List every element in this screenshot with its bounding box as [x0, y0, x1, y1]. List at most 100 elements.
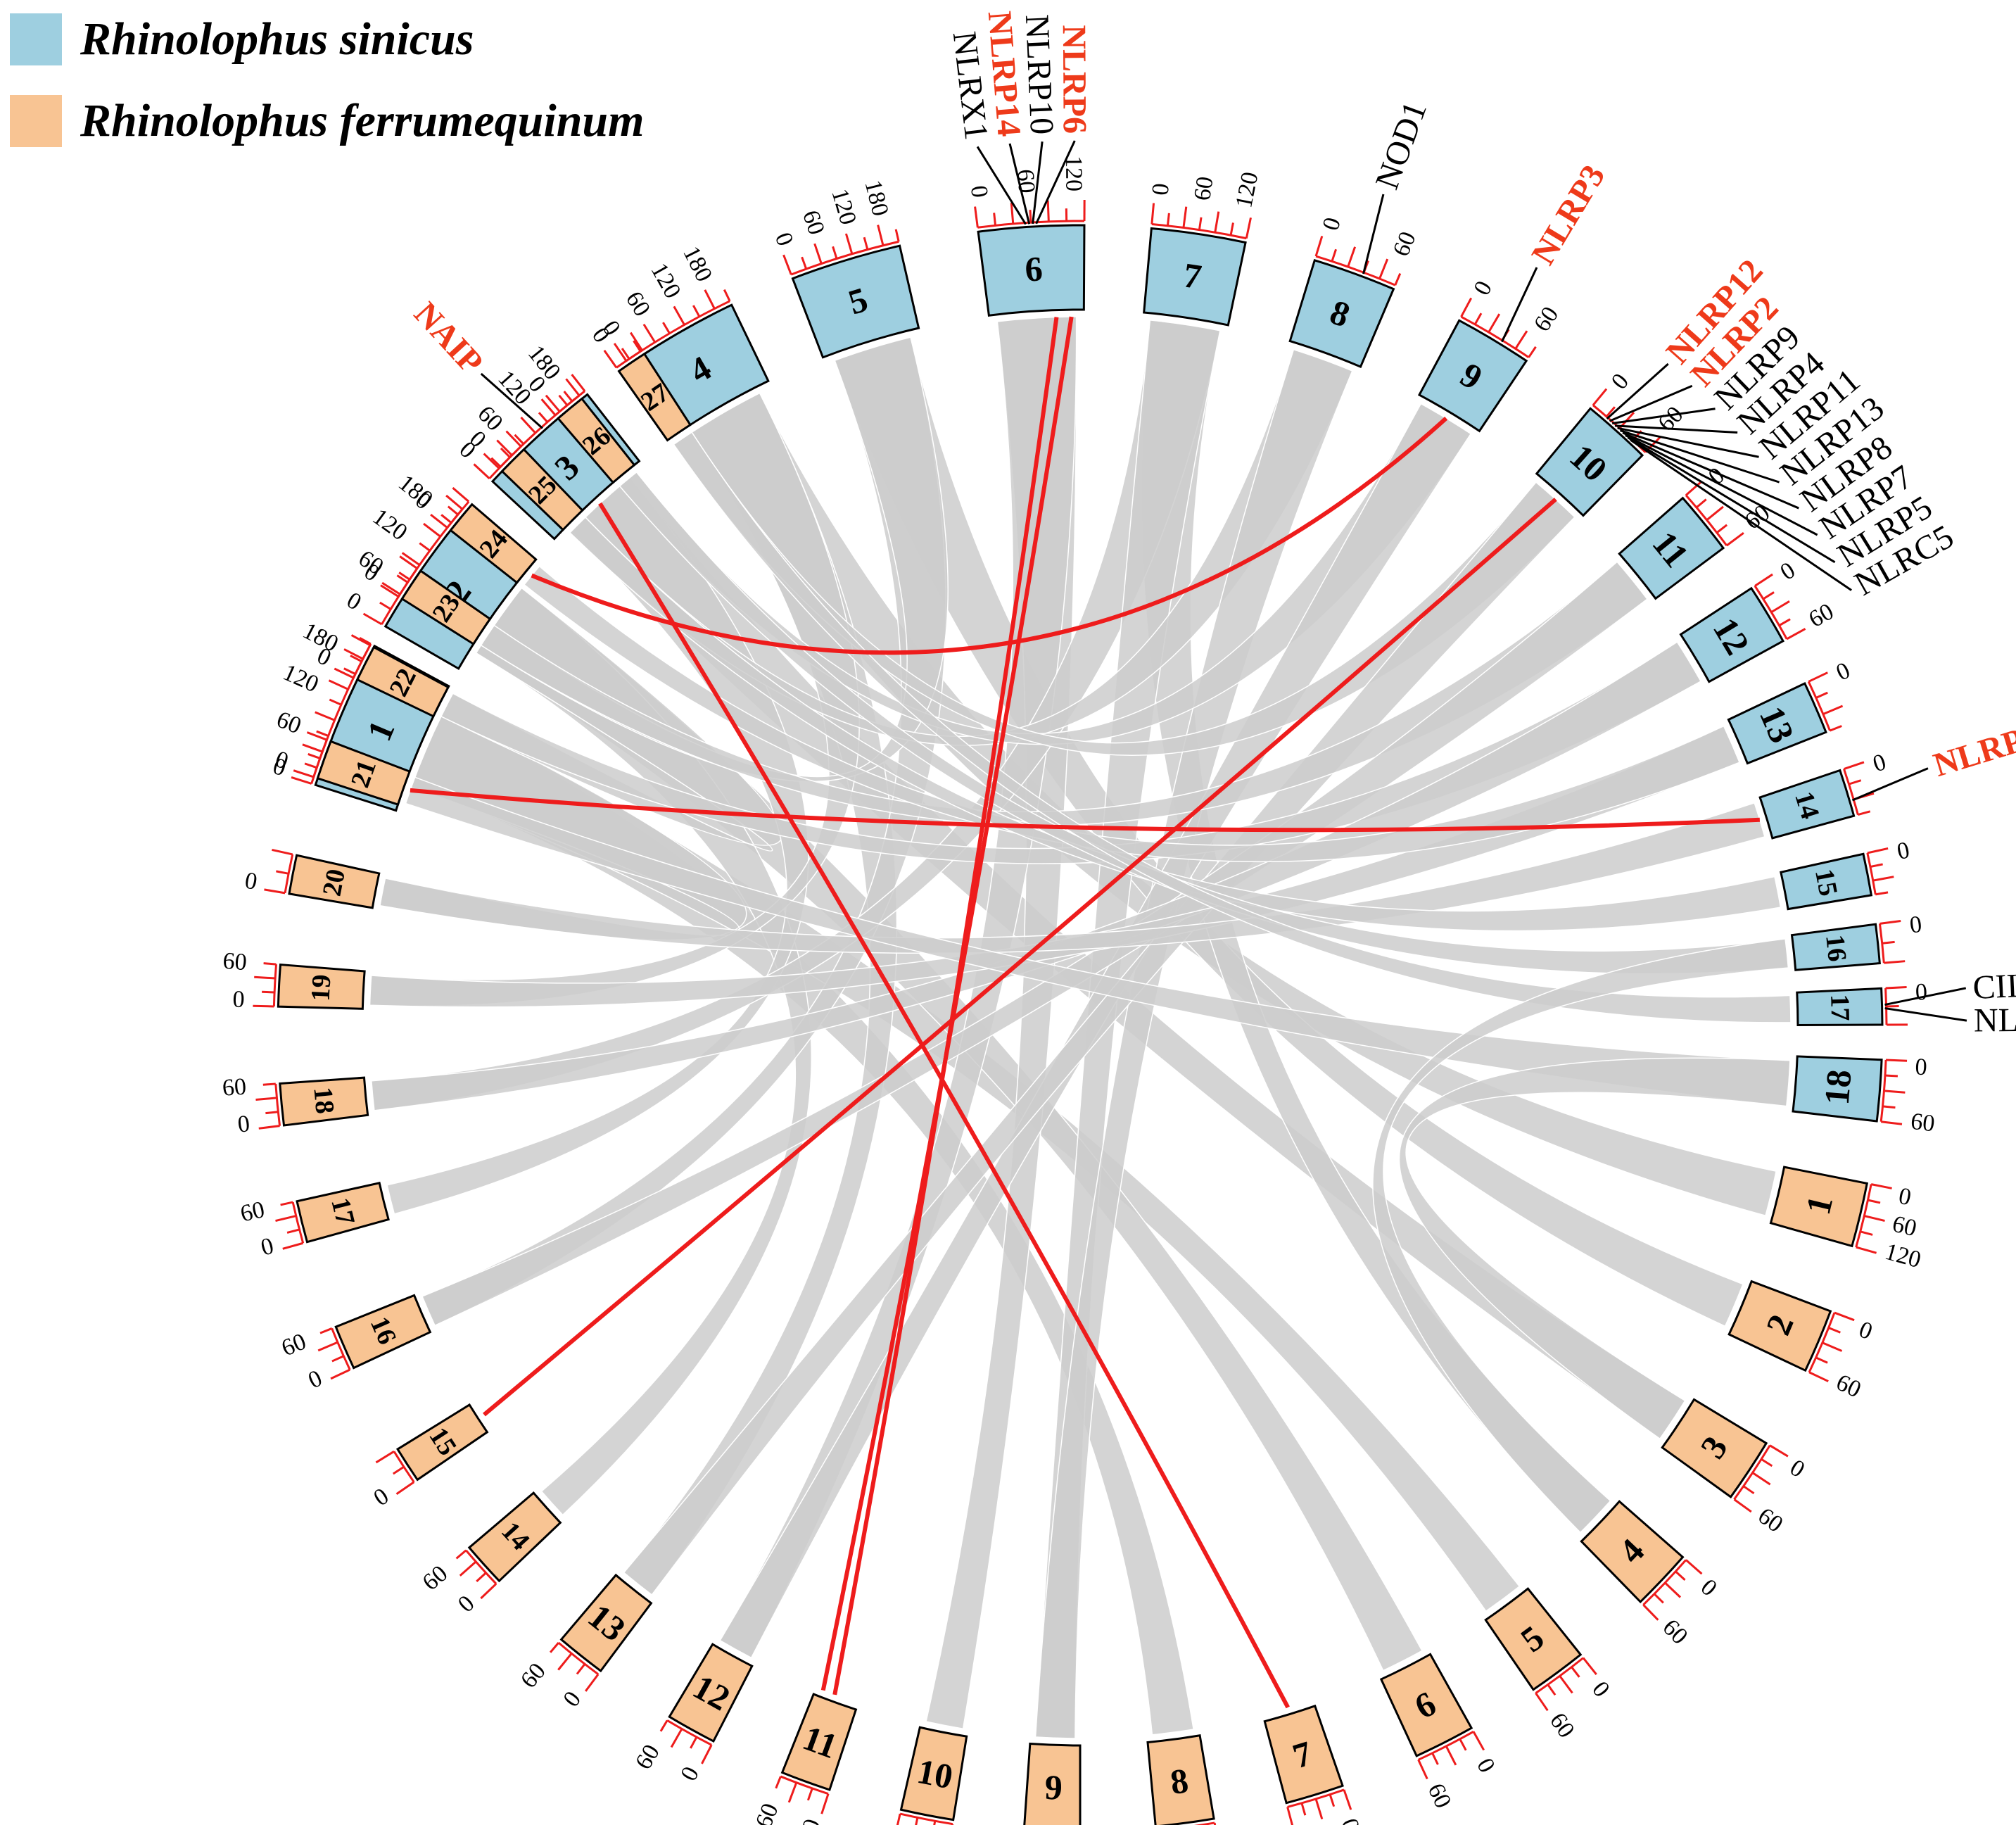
tick-mark — [1857, 810, 1871, 816]
tick-mark — [1685, 1559, 1703, 1575]
tick-label: 0 — [770, 229, 799, 250]
chromosome-block-ferrumequinum-4 — [1580, 1500, 1685, 1604]
tick-mark — [1245, 217, 1252, 239]
chromosome-block-sinicus-15 — [1780, 852, 1873, 911]
chromosome-block-ferrumequinum-10 — [899, 1726, 968, 1821]
chromosome-block-sinicus-5 — [791, 244, 920, 359]
chromosome-ferrumequinum-26: 260 — [523, 372, 636, 484]
gene-label-NLRP3: NLRP3 — [1524, 158, 1612, 271]
tick-mark — [315, 711, 336, 721]
tick-mark — [395, 1481, 415, 1495]
tick-mark — [1010, 202, 1015, 225]
tick-mark — [545, 394, 561, 412]
tick-mark — [1884, 1090, 1906, 1094]
tick-mark — [254, 975, 276, 980]
tick-mark — [331, 1355, 344, 1363]
tick-mark — [328, 679, 349, 690]
tick-label: 60 — [417, 1560, 452, 1596]
chromosome-block-ferrumequinum-26 — [557, 397, 636, 484]
chromosome-block-ferrumequinum-13 — [559, 1573, 653, 1673]
tick-mark — [1863, 1215, 1885, 1222]
gene-label-NOD1: NOD1 — [1368, 96, 1434, 194]
tick-mark — [490, 457, 502, 468]
tick-ruler-ferrumequinum-18 — [274, 1083, 281, 1126]
tick-label: 180 — [859, 177, 893, 218]
tick-label: 0 — [243, 868, 259, 895]
tick-mark — [1885, 986, 1907, 990]
highlight-link-5 — [410, 788, 1761, 833]
tick-mark — [343, 667, 356, 675]
tick-mark — [316, 730, 329, 737]
chromosome-block-ferrumequinum-20 — [288, 854, 381, 909]
tick-mark — [1286, 1807, 1294, 1825]
tick-mark — [1769, 1444, 1789, 1458]
tick-mark — [563, 391, 573, 402]
tick-mark — [540, 398, 557, 416]
tick-mark — [291, 776, 312, 785]
tick-mark — [514, 434, 525, 445]
legend-label-sinicus: Rhinolophus sinicus — [80, 13, 474, 65]
tick-mark — [1844, 761, 1865, 770]
chromosome-block-sinicus-9 — [1417, 319, 1528, 433]
highlight-links — [410, 316, 1761, 1709]
gene-leader-NLRP3 — [1501, 267, 1538, 343]
tick-label: 0 — [342, 587, 365, 616]
tick-label: 60 — [751, 1800, 784, 1825]
tick-mark — [1786, 628, 1806, 640]
tick-mark — [1331, 248, 1337, 262]
tick-mark — [1742, 1485, 1755, 1495]
tick-mark — [286, 1228, 300, 1234]
tick-mark — [1605, 406, 1616, 417]
tick-mark — [993, 213, 997, 226]
tick-mark — [459, 1560, 477, 1577]
tick-ruler-sinicus-17 — [1884, 987, 1888, 1025]
tick-label: 0 — [797, 1816, 825, 1825]
chromosome-block-ferrumequinum-21 — [316, 740, 412, 807]
chromosome-label-sinicus-18: 18 — [1817, 1068, 1859, 1106]
tick-mark — [1706, 505, 1724, 521]
tick-mark — [1860, 1230, 1873, 1236]
chromosome-label-sinicus-16: 16 — [1820, 933, 1852, 963]
chromosome-block-sinicus-6 — [977, 224, 1086, 317]
chromosome-block-sinicus-8 — [1288, 258, 1395, 369]
chromosome-block-sinicus-11 — [1618, 496, 1725, 600]
tick-mark — [1884, 1074, 1898, 1078]
tick-label: 0 — [453, 1591, 480, 1618]
highlight-link-2 — [820, 316, 1074, 1691]
tick-mark — [343, 648, 364, 660]
chromosome-label-sinicus-17: 17 — [1825, 994, 1855, 1021]
tick-label: 60 — [222, 1073, 248, 1101]
tick-mark — [500, 447, 511, 458]
gene-leader-NLRC3 — [1884, 1007, 1967, 1022]
chromosome-label-sinicus-15: 15 — [1809, 866, 1843, 898]
tick-mark — [1870, 1183, 1892, 1189]
gene-leader-NLRP4 — [1614, 424, 1738, 434]
gene-leader-NLRC5 — [1630, 438, 1852, 591]
tick-mark — [1725, 531, 1744, 547]
tick-label: 0 — [1856, 1316, 1876, 1345]
chromosome-block-ferrumequinum-23 — [400, 569, 492, 646]
tick-label: 60 — [278, 1328, 310, 1361]
tick-ruler-ferrumequinum-19 — [272, 964, 278, 1007]
highlight-link-4 — [483, 498, 1557, 1417]
tick-mark — [863, 236, 869, 250]
tick-mark — [1229, 222, 1234, 236]
tick-label: 0 — [558, 1686, 586, 1712]
gene-leader-NLRP11 — [1617, 427, 1759, 458]
legend-item-ferrumequinum: Rhinolophus ferrumequinum — [10, 94, 644, 148]
tick-mark — [317, 1341, 338, 1352]
tick-mark — [1347, 246, 1357, 267]
chromosome-block-ferrumequinum-2 — [1727, 1280, 1832, 1372]
chromosome-block-ferrumequinum-3 — [1661, 1398, 1768, 1498]
tick-label: 0 — [1336, 1815, 1364, 1825]
tick-mark — [642, 323, 657, 343]
tick-label: 0 — [1896, 1183, 1913, 1211]
tick-mark — [401, 552, 421, 566]
chromosome-label-ferrumequinum-19: 19 — [306, 973, 337, 1002]
tick-mark — [896, 1813, 901, 1825]
tick-mark — [1528, 346, 1537, 358]
tick-label: 60 — [222, 948, 248, 976]
tick-mark — [381, 581, 401, 595]
